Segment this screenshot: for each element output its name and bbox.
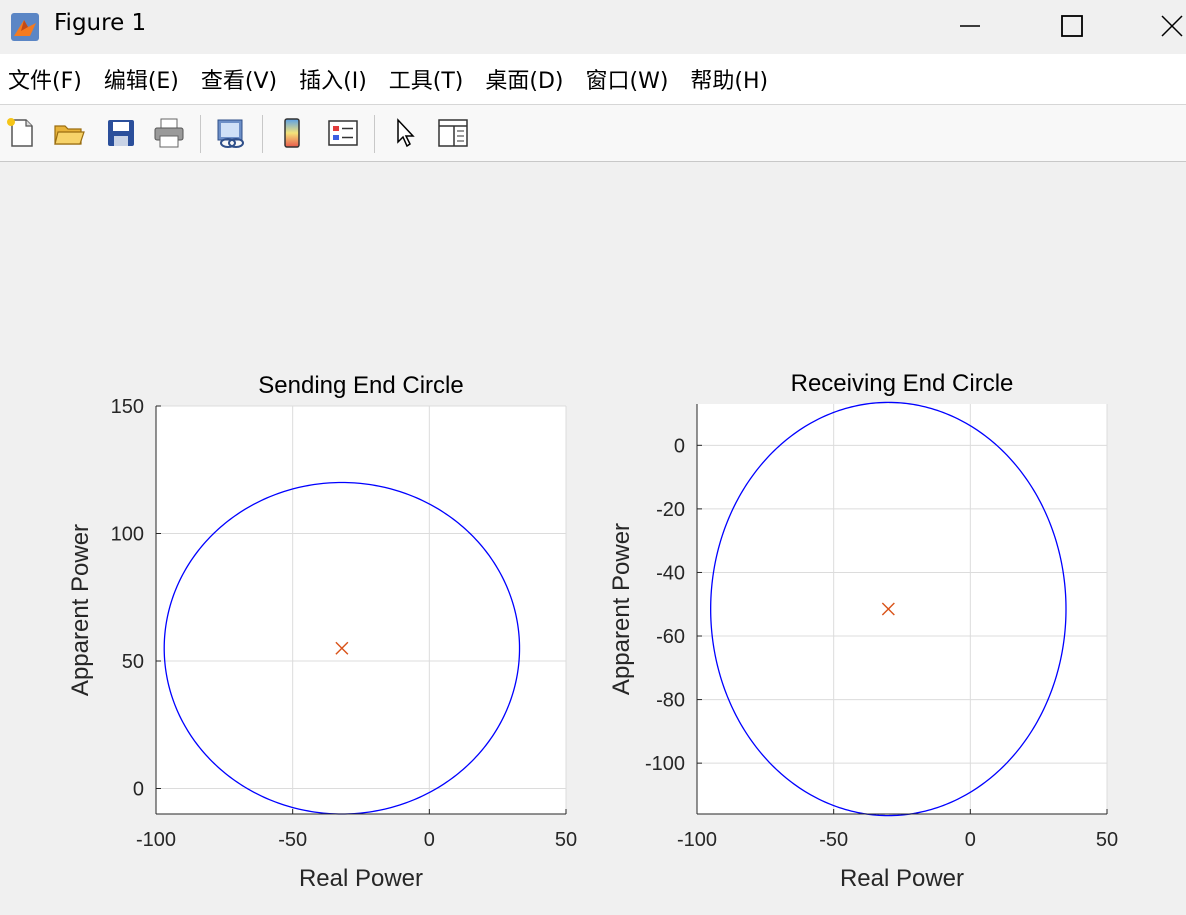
x-axis-label: Real Power — [299, 865, 423, 892]
y-tick-label: -100 — [645, 753, 685, 775]
x-tick-label: -50 — [278, 829, 307, 851]
open-file-icon[interactable] — [52, 116, 86, 150]
menu-tools[interactable]: 工具(T) — [388, 69, 464, 94]
plots-container: -100 -50 0 50 0 50 100 150 Sending End Circle Rea… — [67, 370, 1118, 892]
new-figure-icon[interactable] — [4, 116, 38, 150]
window-title: Figure 1 — [54, 10, 147, 36]
x-tick-label: 0 — [424, 829, 435, 851]
y-tick-label: -60 — [656, 626, 685, 648]
save-icon[interactable] — [104, 116, 138, 150]
plot-area[interactable] — [156, 406, 566, 814]
x-tick-label: -50 — [819, 829, 848, 851]
legend-icon[interactable] — [326, 116, 360, 150]
menu-window[interactable]: 窗口(W) — [585, 69, 669, 94]
chart-title: Sending End Circle — [258, 372, 463, 399]
center-marker — [881, 602, 895, 616]
menu-edit[interactable]: 编辑(E) — [103, 69, 179, 94]
menu-insert[interactable]: 插入(I) — [299, 69, 367, 94]
circle-series-line — [163, 481, 521, 815]
toolbar-separator — [200, 115, 201, 153]
colorbar-icon[interactable] — [276, 116, 310, 150]
y-tick-label: 0 — [674, 435, 685, 457]
toolbar — [0, 104, 1186, 162]
y-tick-label: 100 — [111, 524, 144, 546]
y-tick-label: -80 — [656, 690, 685, 712]
x-axis-label: Real Power — [840, 865, 964, 892]
print-icon[interactable] — [152, 116, 186, 150]
y-axis-label: Apparent Power — [67, 524, 94, 696]
y-tick-label: -40 — [656, 562, 685, 584]
matlab-logo-icon — [11, 13, 39, 41]
menu-bar: 文件(F) 编辑(E) 查看(V) 插入(I) 工具(T) 桌面(D) 窗口(W… — [0, 54, 1186, 104]
figure-canvas: -100 -50 0 50 0 50 100 150 Sending End Circle Rea… — [0, 162, 1186, 915]
x-tick-label: 50 — [1096, 829, 1118, 851]
maximize-icon[interactable] — [1052, 6, 1092, 46]
x-tick-label: -100 — [136, 829, 176, 851]
y-tick-label: -20 — [656, 499, 685, 521]
chart-title: Receiving End Circle — [791, 370, 1014, 397]
toolbar-separator — [262, 115, 263, 153]
toolbar-separator — [374, 115, 375, 153]
chart-1: -100 -50 0 50 0 50 100 150 Sending End Circle Rea… — [67, 372, 577, 892]
edit-plot-pointer-icon[interactable] — [390, 116, 424, 150]
circle-series-line — [710, 401, 1067, 817]
x-tick-label: 0 — [965, 829, 976, 851]
minimize-icon[interactable] — [950, 6, 990, 46]
plot-area[interactable] — [697, 404, 1107, 814]
marker-stroke — [335, 641, 349, 655]
close-icon[interactable] — [1150, 6, 1186, 46]
menu-view[interactable]: 查看(V) — [200, 69, 278, 94]
center-marker — [335, 641, 349, 655]
x-tick-label: 50 — [555, 829, 577, 851]
chart-2: -100 -50 0 50 -100 -80 -60 -40 -20 0 Receiving End… — [608, 370, 1118, 892]
menu-help[interactable]: 帮助(H) — [690, 69, 769, 94]
property-inspector-icon[interactable] — [436, 116, 470, 150]
x-tick-label: -100 — [677, 829, 717, 851]
y-axis-label: Apparent Power — [608, 523, 635, 695]
menu-desktop[interactable]: 桌面(D) — [485, 69, 564, 94]
y-tick-label: 150 — [111, 396, 144, 418]
title-bar: Figure 1 — [0, 0, 1186, 54]
marker-stroke — [881, 602, 895, 616]
menu-file[interactable]: 文件(F) — [8, 69, 82, 94]
y-tick-label: 0 — [133, 779, 144, 801]
link-plot-icon[interactable] — [214, 116, 248, 150]
y-tick-label: 50 — [122, 651, 144, 673]
